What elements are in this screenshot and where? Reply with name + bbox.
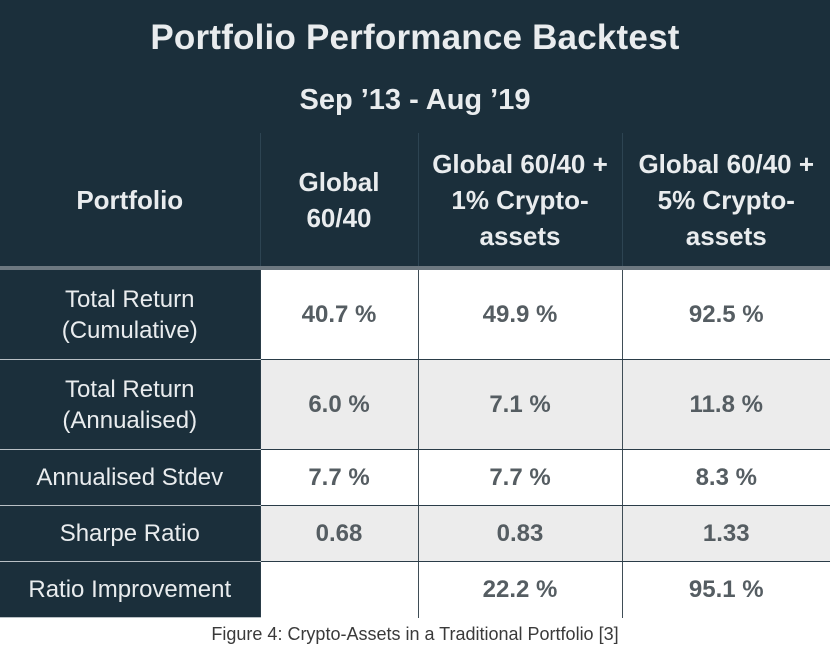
performance-table: Portfolio Global 60/40 Global 60/40 + 1%…	[0, 133, 830, 618]
backtest-figure: Portfolio Performance Backtest Sep ’13 -…	[0, 0, 830, 618]
table-cell: 7.1 %	[417, 359, 622, 450]
table-row: Annualised Stdev 7.7 % 7.7 % 8.3 %	[0, 449, 830, 506]
table-cell	[259, 561, 418, 618]
row-label: Total Return (Cumulative)	[0, 268, 261, 360]
column-header-portfolio: Portfolio	[0, 133, 261, 270]
row-label: Sharpe Ratio	[0, 505, 261, 562]
table-cell: 11.8 %	[621, 359, 830, 450]
figure-title: Portfolio Performance Backtest	[150, 18, 680, 57]
table-cell: 95.1 %	[621, 561, 830, 618]
column-header-global-60-40: Global 60/40	[260, 133, 419, 270]
table-row: Sharpe Ratio 0.68 0.83 1.33	[0, 505, 830, 562]
table-cell: 7.7 %	[417, 449, 622, 506]
row-label: Ratio Improvement	[0, 561, 261, 618]
table-cell: 22.2 %	[417, 561, 622, 618]
table-cell: 6.0 %	[259, 359, 418, 450]
table-cell: 0.83	[417, 505, 622, 562]
figure-subtitle: Sep ’13 - Aug ’19	[299, 84, 531, 116]
figure-caption: Figure 4: Crypto-Assets in a Traditional…	[211, 624, 619, 644]
table-row: Total Return (Cumulative) 40.7 % 49.9 % …	[0, 268, 830, 360]
column-header-plus-1pct-crypto: Global 60/40 + 1% Crypto-assets	[418, 133, 623, 270]
header-row: Portfolio Global 60/40 Global 60/40 + 1%…	[0, 133, 830, 270]
table-cell: 92.5 %	[621, 268, 830, 360]
row-label: Total Return (Annualised)	[0, 359, 261, 450]
table-cell: 0.68	[259, 505, 418, 562]
row-label: Annualised Stdev	[0, 449, 261, 506]
table-cell: 40.7 %	[259, 268, 418, 360]
table-cell: 8.3 %	[621, 449, 830, 506]
table-row: Total Return (Annualised) 6.0 % 7.1 % 11…	[0, 359, 830, 450]
table-cell: 1.33	[621, 505, 830, 562]
table-cell: 49.9 %	[417, 268, 622, 360]
table-cell: 7.7 %	[259, 449, 418, 506]
column-header-plus-5pct-crypto: Global 60/40 + 5% Crypto-assets	[622, 133, 830, 270]
table-row: Ratio Improvement 22.2 % 95.1 %	[0, 561, 830, 618]
